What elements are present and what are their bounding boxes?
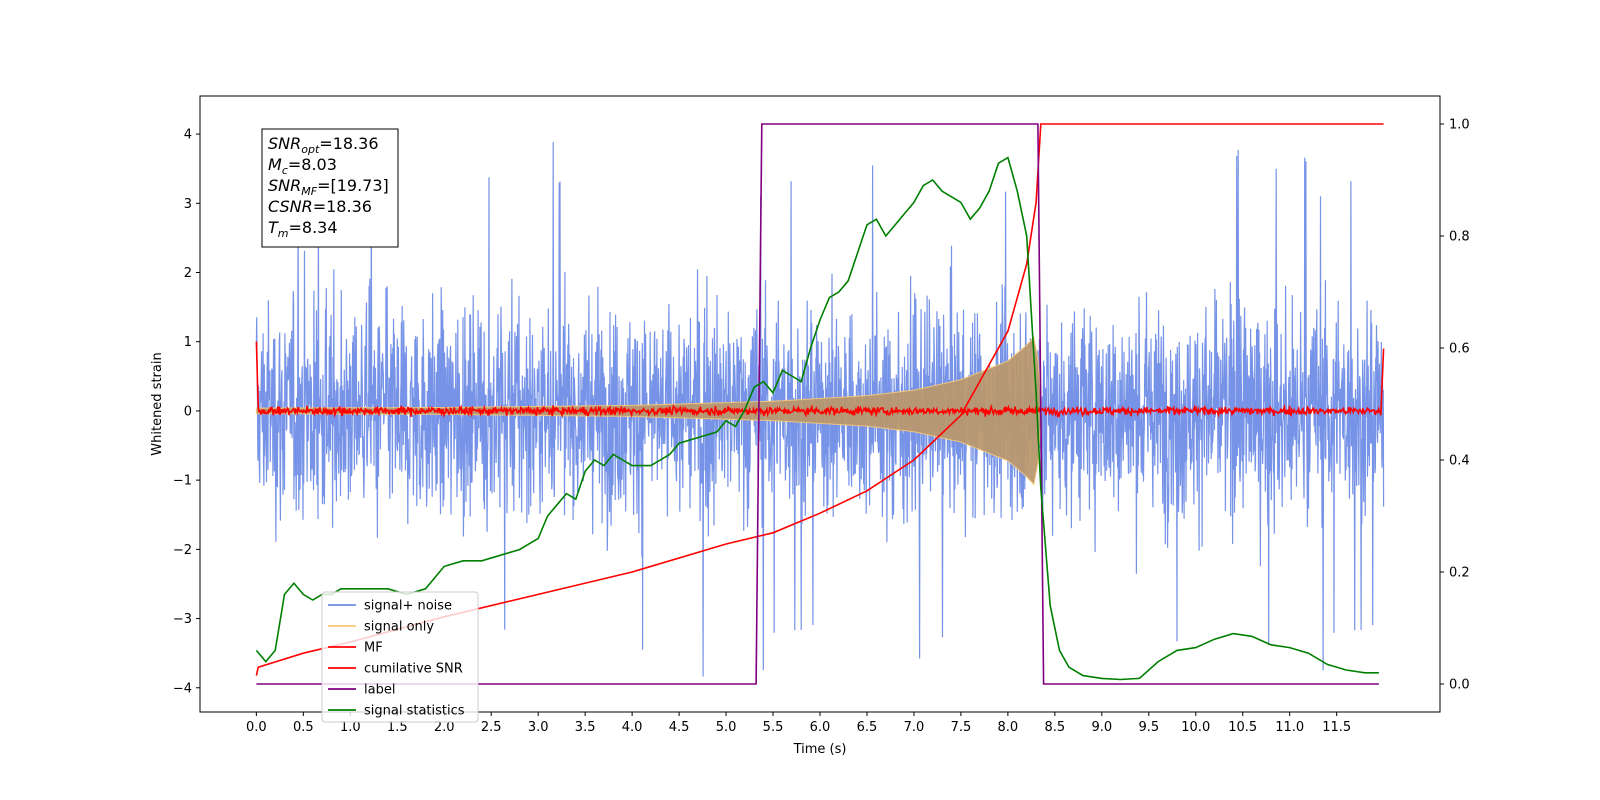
x-tick-label: 2.5 <box>481 720 502 735</box>
x-tick-label: 3.5 <box>575 720 596 735</box>
x-tick-label: 9.5 <box>1138 720 1159 735</box>
x-tick-label: 5.0 <box>716 720 737 735</box>
x-tick-label: 1.5 <box>387 720 408 735</box>
x-tick-label: 4.0 <box>622 720 643 735</box>
x-tick-label: 7.0 <box>904 720 925 735</box>
y-tick-label: −2 <box>173 543 192 558</box>
y-axis-label: Whitened strain <box>150 352 165 455</box>
x-tick-label: 2.0 <box>434 720 455 735</box>
legend-label: signal statistics <box>364 704 465 719</box>
legend-label: MF <box>364 641 383 656</box>
series-signal-only <box>255 336 1043 486</box>
y-tick-label: 2 <box>184 266 192 281</box>
y2-tick-label: 0.0 <box>1449 678 1470 693</box>
x-tick-label: 1.0 <box>340 720 361 735</box>
x-tick-label: 10.5 <box>1228 720 1257 735</box>
x-tick-label: 8.0 <box>998 720 1019 735</box>
legend-frame <box>321 591 479 723</box>
x-tick-label: 0.5 <box>293 720 314 735</box>
y-tick-label: 0 <box>184 404 192 419</box>
legend: signal+ noise signal only MF cumilative SNR… <box>321 591 479 723</box>
stats-line: SNRopt=18.36 <box>268 134 379 156</box>
y2-tick-label: 0.6 <box>1449 342 1470 357</box>
stats-line: Mc=8.03 <box>268 155 337 177</box>
legend-label: label <box>364 683 395 698</box>
y-tick-label: 1 <box>184 335 192 350</box>
y2-tick-label: 0.4 <box>1449 454 1470 469</box>
x-tick-label: 11.5 <box>1322 720 1351 735</box>
y2-tick-label: 1.0 <box>1449 118 1470 133</box>
y-tick-label: 3 <box>184 197 192 212</box>
series-label <box>256 123 1379 685</box>
x-axis-label: Time (s) <box>793 742 847 757</box>
stats-box-frame <box>261 128 399 248</box>
legend-label: signal+ noise <box>364 599 452 614</box>
x-tick-label: 9.0 <box>1091 720 1112 735</box>
stats-line: Tm=8.34 <box>268 218 338 240</box>
x-tick-label: 6.5 <box>857 720 878 735</box>
y-tick-label: 4 <box>184 128 192 143</box>
x-tick-label: 5.5 <box>763 720 784 735</box>
stats-line: CSNR=18.36 <box>268 197 372 216</box>
x-tick-label: 10.0 <box>1181 720 1210 735</box>
y2-tick-label: 0.8 <box>1449 230 1470 245</box>
x-tick-label: 8.5 <box>1045 720 1066 735</box>
legend-label: signal only <box>364 620 434 635</box>
axes-layer: 0.0 0.5 1.0 1.5 2.0 2.5 3.0 3.5 4.0 4.5 5.0 5.5 6.0 6… <box>173 118 1470 736</box>
y-tick-label: −1 <box>173 474 192 489</box>
y2-tick-label: 0.2 <box>1449 566 1470 581</box>
y-tick-label: −3 <box>173 612 192 627</box>
series-mf <box>255 341 1385 419</box>
legend-label: cumilative SNR <box>364 662 463 677</box>
x-tick-label: 6.0 <box>810 720 831 735</box>
x-tick-label: 11.0 <box>1275 720 1304 735</box>
x-tick-label: 7.5 <box>951 720 972 735</box>
x-tick-label: 0.0 <box>246 720 267 735</box>
y-tick-label: −4 <box>173 681 192 696</box>
series-signal-statistics <box>255 156 1379 681</box>
x-tick-label: 4.5 <box>669 720 690 735</box>
stats-line: SNRMF=[19.73] <box>268 176 389 198</box>
x-tick-label: 3.0 <box>528 720 549 735</box>
stats-box: SNRopt=18.36Mc=8.03SNRMF=[19.73]CSNR=18.… <box>261 128 399 248</box>
data-layer <box>255 123 1385 685</box>
